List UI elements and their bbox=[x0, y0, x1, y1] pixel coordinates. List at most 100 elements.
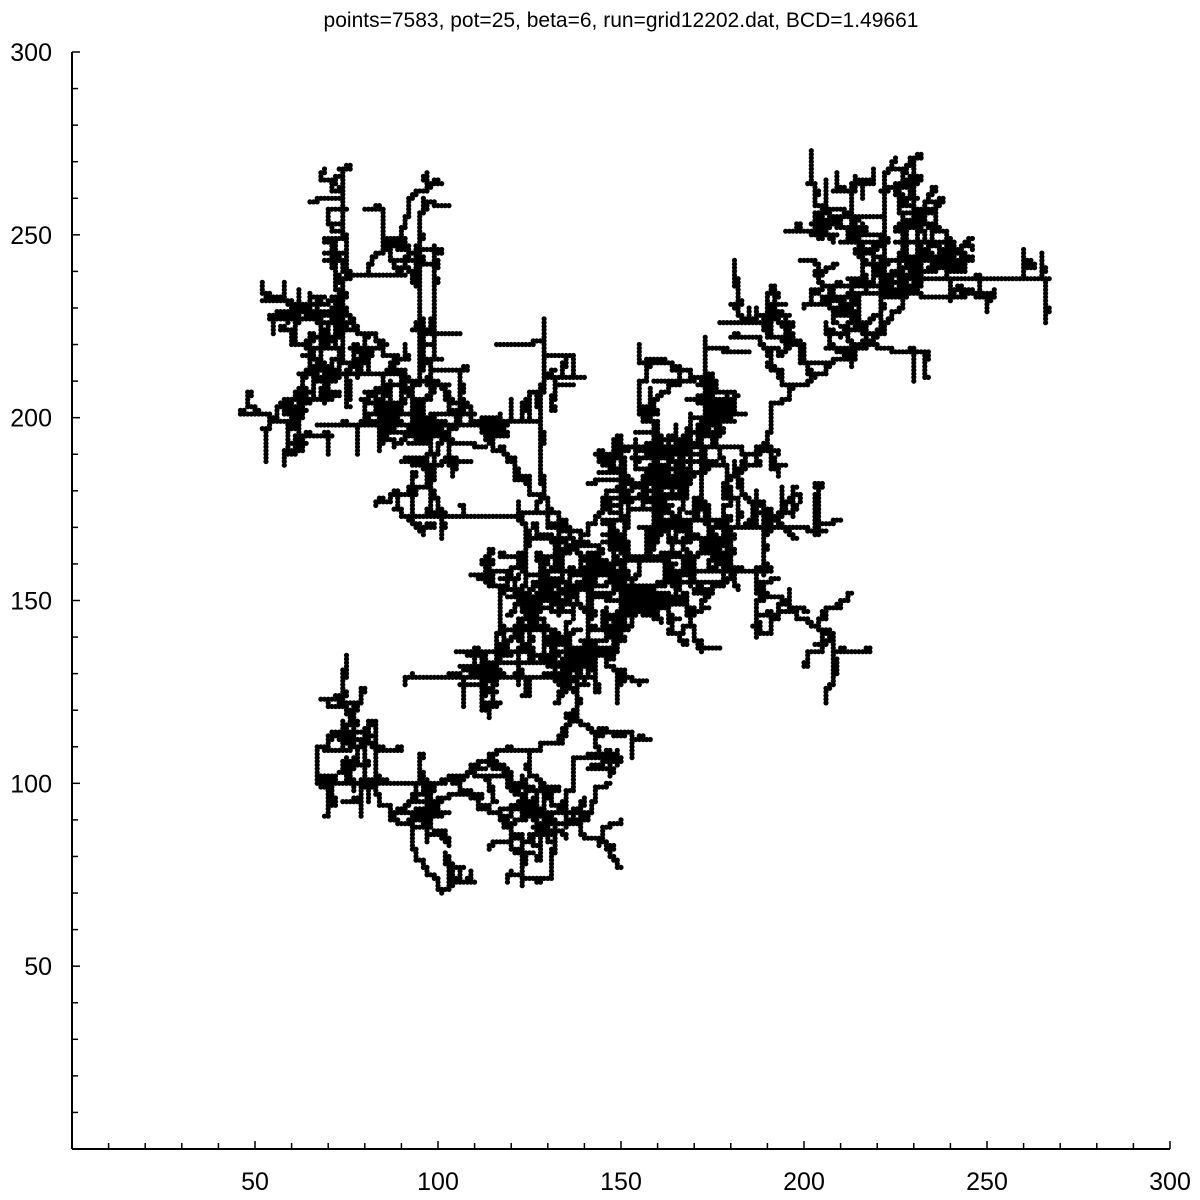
data-point bbox=[526, 491, 533, 498]
data-points bbox=[237, 148, 1052, 896]
data-point bbox=[563, 524, 569, 531]
data-point bbox=[622, 469, 628, 476]
data-point bbox=[391, 418, 397, 424]
data-point bbox=[417, 422, 423, 428]
data-point bbox=[519, 660, 525, 666]
data-point bbox=[552, 608, 558, 615]
data-point bbox=[640, 484, 646, 490]
data-point bbox=[662, 601, 668, 607]
data-point bbox=[384, 411, 390, 417]
data-point bbox=[684, 539, 690, 545]
data-point bbox=[600, 546, 606, 552]
data-point bbox=[281, 323, 287, 329]
data-point bbox=[559, 517, 566, 523]
data-point bbox=[655, 477, 661, 483]
data-point bbox=[925, 349, 932, 355]
data-point bbox=[713, 532, 719, 538]
data-point bbox=[567, 524, 573, 531]
data-point bbox=[647, 499, 653, 505]
data-point bbox=[695, 440, 701, 446]
data-point bbox=[548, 608, 555, 615]
data-point bbox=[764, 561, 771, 567]
data-point bbox=[515, 341, 522, 348]
data-point bbox=[409, 469, 415, 476]
data-point bbox=[647, 407, 653, 413]
data-point bbox=[354, 451, 361, 457]
data-point bbox=[783, 301, 789, 307]
data-point bbox=[698, 539, 705, 545]
data-point bbox=[409, 495, 415, 501]
data-point bbox=[512, 583, 518, 589]
data-point bbox=[362, 415, 368, 421]
data-point bbox=[644, 455, 650, 461]
data-point bbox=[680, 554, 686, 560]
data-point bbox=[413, 488, 419, 494]
data-point bbox=[552, 579, 558, 585]
data-point bbox=[490, 448, 496, 454]
data-point bbox=[658, 557, 664, 563]
data-point bbox=[402, 422, 408, 428]
data-point bbox=[515, 660, 522, 666]
data-point bbox=[548, 407, 555, 413]
data-point bbox=[519, 590, 525, 596]
data-point bbox=[395, 367, 401, 373]
data-point bbox=[666, 561, 672, 567]
data-point bbox=[442, 418, 448, 424]
data-point bbox=[611, 488, 617, 494]
data-point bbox=[636, 524, 642, 531]
data-point bbox=[362, 206, 368, 212]
data-point bbox=[607, 535, 613, 541]
data-point bbox=[468, 513, 474, 520]
data-point bbox=[677, 484, 683, 490]
data-point bbox=[662, 583, 668, 589]
data-point bbox=[570, 528, 577, 534]
data-point bbox=[369, 352, 375, 359]
data-point bbox=[504, 458, 511, 465]
data-point bbox=[651, 378, 657, 384]
data-point bbox=[622, 550, 628, 556]
data-point bbox=[515, 634, 522, 640]
data-point bbox=[380, 422, 386, 428]
data-point bbox=[709, 462, 716, 468]
data-point bbox=[556, 583, 562, 589]
data-point bbox=[647, 528, 653, 534]
data-point bbox=[534, 557, 540, 563]
data-point bbox=[578, 528, 584, 534]
data-point bbox=[548, 579, 555, 585]
data-point bbox=[537, 426, 544, 432]
data-point bbox=[706, 444, 712, 450]
data-point bbox=[647, 539, 653, 545]
data-point bbox=[655, 422, 661, 428]
data-point bbox=[786, 586, 793, 593]
data-point bbox=[698, 462, 705, 468]
data-point bbox=[515, 630, 522, 637]
data-point bbox=[519, 630, 525, 637]
x-tick-label: 250 bbox=[966, 1168, 1008, 1196]
data-point bbox=[687, 455, 694, 461]
data-point bbox=[420, 429, 426, 435]
data-point bbox=[607, 466, 613, 472]
data-point bbox=[644, 532, 650, 538]
data-point bbox=[761, 521, 767, 527]
data-point bbox=[530, 521, 536, 527]
data-point bbox=[622, 495, 628, 501]
data-point bbox=[384, 426, 390, 432]
data-point bbox=[534, 389, 540, 395]
data-point bbox=[300, 301, 306, 307]
data-point bbox=[673, 451, 679, 457]
data-point bbox=[618, 455, 624, 461]
data-point bbox=[607, 543, 613, 549]
data-point bbox=[625, 495, 631, 501]
data-point bbox=[658, 499, 664, 505]
data-point bbox=[622, 572, 628, 578]
data-point bbox=[347, 327, 353, 333]
data-point bbox=[428, 488, 434, 494]
data-point bbox=[706, 462, 712, 468]
data-point bbox=[724, 554, 730, 560]
data-point bbox=[552, 561, 558, 567]
data-point bbox=[556, 532, 562, 538]
data-point bbox=[618, 572, 624, 578]
data-point bbox=[340, 210, 346, 216]
data-point bbox=[578, 535, 584, 541]
data-point bbox=[373, 400, 379, 406]
